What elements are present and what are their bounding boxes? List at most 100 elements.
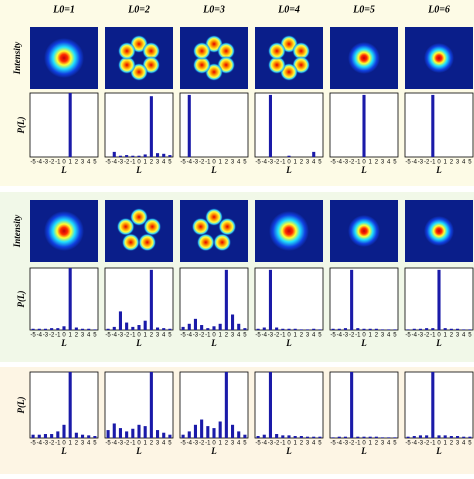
x-tick-label: 5	[318, 160, 322, 166]
bar	[362, 328, 366, 330]
x-tick-label: -1	[355, 441, 361, 447]
x-tick-label: 2	[225, 333, 229, 339]
bar	[149, 269, 153, 330]
bar	[56, 328, 60, 330]
bar	[181, 326, 185, 330]
x-tick-label: 1	[369, 160, 373, 166]
bar	[187, 94, 191, 157]
x-tick-label: -1	[130, 441, 136, 447]
x-tick-label: -2	[124, 160, 130, 166]
bar	[68, 93, 72, 157]
bar	[162, 153, 166, 157]
x-tick-label: 3	[306, 333, 310, 339]
bar	[331, 437, 335, 438]
bar	[287, 435, 291, 438]
x-tick-label: -4	[337, 441, 343, 447]
bar	[131, 155, 135, 157]
x-tick-label: 4	[387, 441, 391, 447]
x-tick-label: -4	[262, 333, 268, 339]
x-axis-label: L	[60, 338, 67, 348]
bar	[168, 434, 172, 438]
x-tick-label: 0	[287, 441, 291, 447]
bar	[312, 151, 316, 157]
x-tick-label: 5	[93, 333, 97, 339]
x-tick-label: 1	[219, 441, 223, 447]
x-tick-label: -1	[280, 333, 286, 339]
x-tick-label: -4	[412, 160, 418, 166]
bar	[243, 434, 247, 438]
bar	[106, 430, 110, 438]
x-tick-label: 3	[231, 441, 235, 447]
x-axis-label: L	[435, 338, 442, 348]
x-axis-label: L	[360, 338, 367, 348]
x-tick-label: -5	[405, 160, 411, 166]
bar	[87, 435, 91, 438]
x-tick-label: -1	[280, 441, 286, 447]
y-axis-label: P(L)	[16, 117, 26, 134]
bar	[43, 434, 47, 438]
x-tick-label: -5	[30, 160, 36, 166]
bar	[468, 436, 472, 438]
x-tick-label: -3	[418, 160, 424, 166]
x-tick-label: 2	[375, 333, 379, 339]
bar	[425, 435, 429, 438]
bar	[350, 372, 354, 438]
x-tick-label: 0	[437, 333, 441, 339]
x-tick-label: -1	[355, 333, 361, 339]
x-tick-label: -1	[430, 160, 436, 166]
x-tick-label: 1	[144, 441, 148, 447]
x-tick-label: 5	[243, 160, 247, 166]
x-tick-label: 0	[437, 441, 441, 447]
x-tick-label: -2	[349, 333, 355, 339]
bar	[200, 325, 204, 330]
x-tick-label: 2	[300, 333, 304, 339]
x-tick-label: 4	[162, 333, 166, 339]
x-tick-label: 5	[93, 160, 97, 166]
x-tick-label: 4	[312, 441, 316, 447]
bar	[343, 436, 347, 438]
bar	[337, 328, 341, 330]
x-tick-label: -2	[424, 441, 430, 447]
x-tick-label: -5	[255, 333, 261, 339]
x-tick-label: -1	[55, 333, 61, 339]
intensity-lobe	[292, 42, 311, 60]
bar	[125, 155, 129, 157]
x-tick-label: -3	[268, 441, 274, 447]
x-tick-label: 0	[62, 333, 66, 339]
bar	[206, 426, 210, 438]
bar	[306, 436, 310, 438]
x-tick-label: -3	[268, 333, 274, 339]
x-axis-label: L	[360, 165, 367, 175]
x-tick-label: 5	[168, 160, 172, 166]
plot-frame	[254, 92, 324, 158]
intensity-lobe	[218, 217, 237, 236]
bar	[449, 436, 453, 438]
bar	[299, 329, 303, 330]
x-axis-label: L	[360, 446, 367, 456]
bar	[93, 436, 97, 438]
bar	[218, 421, 222, 438]
plot-frame	[254, 371, 324, 439]
bar	[193, 318, 197, 330]
x-tick-label: -2	[349, 160, 355, 166]
x-tick-label: 4	[237, 160, 241, 166]
x-axis-label: L	[135, 338, 142, 348]
x-tick-label: -3	[343, 160, 349, 166]
x-tick-label: 1	[144, 333, 148, 339]
bar	[275, 327, 279, 330]
bar	[350, 269, 354, 330]
bar	[156, 430, 160, 438]
x-tick-label: -1	[430, 441, 436, 447]
intensity-lobe	[205, 208, 223, 226]
x-tick-label: -5	[255, 160, 261, 166]
bar	[456, 328, 460, 330]
bar	[224, 269, 228, 330]
x-tick-label: -5	[30, 333, 36, 339]
x-tick-label: -1	[205, 441, 211, 447]
intensity-lobe	[138, 233, 157, 252]
x-tick-label: -1	[205, 160, 211, 166]
bar	[312, 328, 316, 330]
x-tick-label: 4	[312, 160, 316, 166]
bar	[337, 436, 341, 438]
intensity-lobe	[117, 42, 136, 60]
